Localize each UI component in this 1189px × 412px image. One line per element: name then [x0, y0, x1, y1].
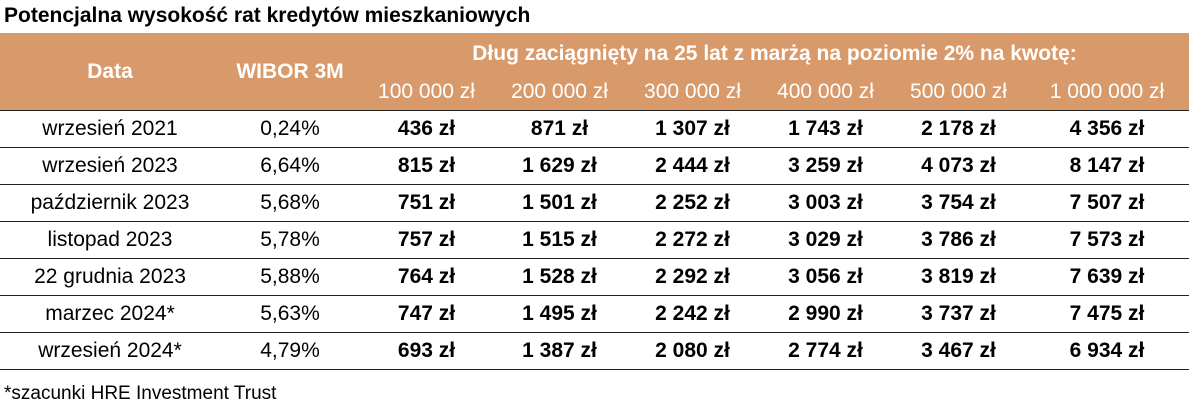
- installment-cell: 2 774 zł: [759, 332, 892, 370]
- installment-cell: 815 zł: [360, 147, 493, 185]
- date-cell: październik 2023: [0, 184, 220, 222]
- installment-cell: 4 073 zł: [892, 147, 1025, 185]
- header-date: Data: [0, 33, 220, 111]
- header-amount: 1 000 000 zł: [1025, 74, 1189, 111]
- installment-cell: 1 495 zł: [493, 295, 626, 333]
- table-row: marzec 2024* 5,63% 747 zł 1 495 zł 2 242 zł 2…: [0, 295, 1189, 333]
- installment-cell: 1 629 zł: [493, 147, 626, 185]
- installment-cell: 1 515 zł: [493, 221, 626, 259]
- table-row: listopad 2023 5,78% 757 zł 1 515 zł 2 272 zł…: [0, 221, 1189, 259]
- installment-cell: 2 990 zł: [759, 295, 892, 333]
- wibor-cell: 0,24%: [220, 110, 360, 148]
- installment-cell: 7 507 zł: [1025, 184, 1189, 222]
- installment-cell: 7 475 zł: [1025, 295, 1189, 333]
- installment-cell: 1 743 zł: [759, 110, 892, 148]
- rate-table: Data WIBOR 3M Dług zaciągnięty na 25 lat…: [0, 33, 1189, 370]
- installment-cell: 6 934 zł: [1025, 332, 1189, 370]
- date-cell: 22 grudnia 2023: [0, 258, 220, 296]
- wibor-cell: 5,68%: [220, 184, 360, 222]
- date-cell: wrzesień 2023: [0, 147, 220, 185]
- table-row: wrzesień 2021 0,24% 436 zł 871 zł 1 307 zł 1 …: [0, 110, 1189, 148]
- wibor-cell: 5,88%: [220, 258, 360, 296]
- header-group: Dług zaciągnięty na 25 lat z marżą na po…: [360, 33, 1189, 74]
- installment-cell: 1 528 zł: [493, 258, 626, 296]
- installment-cell: 751 zł: [360, 184, 493, 222]
- installment-cell: 7 639 zł: [1025, 258, 1189, 296]
- installment-cell: 436 zł: [360, 110, 493, 148]
- wibor-cell: 5,78%: [220, 221, 360, 259]
- header-wibor: WIBOR 3M: [220, 33, 360, 111]
- installment-cell: 3 819 zł: [892, 258, 1025, 296]
- date-cell: marzec 2024*: [0, 295, 220, 333]
- date-cell: wrzesień 2024*: [0, 332, 220, 370]
- installment-cell: 871 zł: [493, 110, 626, 148]
- installment-cell: 2 444 zł: [626, 147, 759, 185]
- installment-cell: 757 zł: [360, 221, 493, 259]
- installment-cell: 2 272 zł: [626, 221, 759, 259]
- installment-cell: 3 467 zł: [892, 332, 1025, 370]
- installment-cell: 3 786 zł: [892, 221, 1025, 259]
- installment-cell: 2 242 zł: [626, 295, 759, 333]
- installment-cell: 693 zł: [360, 332, 493, 370]
- installment-cell: 747 zł: [360, 295, 493, 333]
- installment-cell: 2 252 zł: [626, 184, 759, 222]
- title: Potencjalna wysokość rat kredytów mieszk…: [4, 4, 531, 27]
- installment-cell: 2 178 zł: [892, 110, 1025, 148]
- installment-cell: 1 501 zł: [493, 184, 626, 222]
- header-amount: 100 000 zł: [360, 74, 493, 111]
- header-amount: 400 000 zł: [759, 74, 892, 111]
- installment-cell: 2 292 zł: [626, 258, 759, 296]
- wibor-cell: 5,63%: [220, 295, 360, 333]
- header-amount: 200 000 zł: [493, 74, 626, 111]
- wibor-cell: 4,79%: [220, 332, 360, 370]
- table-row: październik 2023 5,68% 751 zł 1 501 zł 2 252…: [0, 184, 1189, 222]
- installment-cell: 8 147 zł: [1025, 147, 1189, 185]
- installment-cell: 2 080 zł: [626, 332, 759, 370]
- installment-cell: 1 307 zł: [626, 110, 759, 148]
- installment-cell: 3 029 zł: [759, 221, 892, 259]
- table-row: 22 grudnia 2023 5,88% 764 zł 1 528 zł 2 292 …: [0, 258, 1189, 296]
- header-amount: 500 000 zł: [892, 74, 1025, 111]
- table-row: wrzesień 2023 6,64% 815 zł 1 629 zł 2 444 zł…: [0, 147, 1189, 185]
- header-amount: 300 000 zł: [626, 74, 759, 111]
- installment-cell: 3 737 zł: [892, 295, 1025, 333]
- installment-cell: 764 zł: [360, 258, 493, 296]
- installment-cell: 4 356 zł: [1025, 110, 1189, 148]
- wibor-cell: 6,64%: [220, 147, 360, 185]
- installment-cell: 7 573 zł: [1025, 221, 1189, 259]
- date-cell: listopad 2023: [0, 221, 220, 259]
- installment-cell: 1 387 zł: [493, 332, 626, 370]
- installment-cell: 3 003 zł: [759, 184, 892, 222]
- footnote: *szacunki HRE Investment Trust: [4, 383, 277, 404]
- installment-cell: 3 754 zł: [892, 184, 1025, 222]
- date-cell: wrzesień 2021: [0, 110, 220, 148]
- table-row: wrzesień 2024* 4,79% 693 zł 1 387 zł 2 080 z…: [0, 332, 1189, 370]
- installment-cell: 3 056 zł: [759, 258, 892, 296]
- installment-cell: 3 259 zł: [759, 147, 892, 185]
